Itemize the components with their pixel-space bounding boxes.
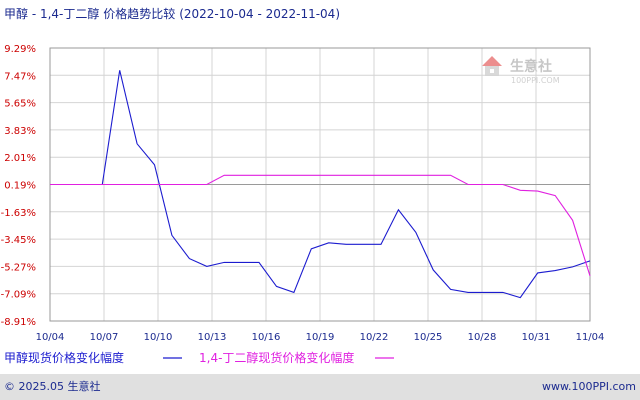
watermark-url: 100PPI.COM	[511, 76, 560, 85]
legend-label-methanol: 甲醇现货价格变化幅度	[4, 350, 124, 365]
chart-title: 甲醇 - 1,4-丁二醇 价格趋势比较 (2022-10-04 - 2022-11…	[4, 6, 340, 21]
series-line-0	[50, 70, 591, 299]
y-tick-label: -7.09%	[1, 290, 36, 301]
house-icon	[482, 56, 502, 76]
watermark-logo: 生意社 100PPI.COM	[482, 56, 560, 85]
series-lines	[50, 70, 591, 299]
x-tick-label: 11/04	[576, 332, 605, 343]
legend: 甲醇现货价格变化幅度 1,4-丁二醇现货价格变化幅度	[4, 350, 394, 365]
x-tick-label: 10/04	[36, 332, 65, 343]
x-tick-label: 10/19	[306, 332, 335, 343]
series-line-1	[50, 174, 591, 277]
watermark-brand: 生意社	[510, 58, 552, 75]
x-tick-label: 10/10	[144, 332, 173, 343]
x-tick-label: 10/13	[198, 332, 227, 343]
x-tick-label: 10/28	[468, 332, 497, 343]
y-tick-label: -8.91%	[1, 317, 36, 328]
y-tick-label: -1.63%	[1, 208, 36, 219]
y-tick-label: -5.27%	[1, 262, 36, 273]
y-tick-label: 7.47%	[4, 71, 36, 82]
y-axis: 9.29% 7.47% 5.65% 3.83% 2.01% 0.19% -1.63% -3.4…	[1, 44, 36, 328]
y-tick-label: -3.45%	[1, 235, 36, 246]
footer-bar	[0, 374, 640, 400]
y-tick-label: 2.01%	[4, 153, 36, 164]
y-tick-label: 3.83%	[4, 126, 36, 137]
x-tick-label: 10/07	[90, 332, 119, 343]
x-tick-label: 10/25	[414, 332, 443, 343]
y-tick-label: 0.19%	[4, 181, 36, 192]
y-tick-label: 9.29%	[4, 44, 36, 55]
x-tick-label: 10/31	[522, 332, 551, 343]
footer-site-link[interactable]: www.100PPI.com	[542, 380, 636, 393]
x-tick-label: 10/16	[252, 332, 281, 343]
x-axis: 10/04 10/07 10/10 10/13 10/16 10/19 10/22 10/25…	[36, 332, 605, 343]
legend-label-bdo: 1,4-丁二醇现货价格变化幅度	[199, 350, 354, 365]
footer-copyright: © 2025.05 生意社	[4, 379, 100, 393]
y-tick-label: 5.65%	[4, 99, 36, 110]
x-tick-label: 10/22	[360, 332, 389, 343]
